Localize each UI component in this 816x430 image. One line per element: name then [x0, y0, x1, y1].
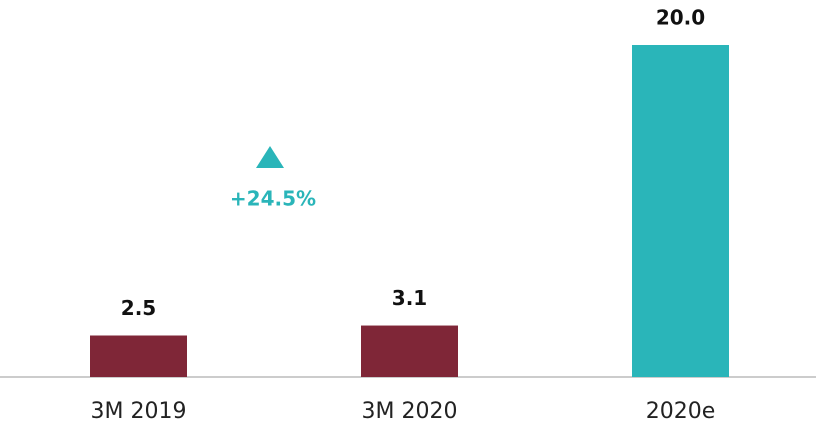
value-label: 20.0	[656, 6, 705, 30]
value-label: 2.5	[121, 296, 156, 320]
bar	[361, 325, 458, 377]
bar	[90, 335, 187, 377]
increase-arrow	[256, 146, 284, 168]
x-tick-label: 3M 2020	[362, 399, 458, 424]
bar	[632, 45, 729, 377]
x-tick-label: 2020e	[646, 399, 716, 424]
annotation: +24.5%	[230, 187, 316, 211]
value-label: 3.1	[392, 286, 427, 310]
x-tick-label: 3M 2019	[91, 399, 187, 424]
